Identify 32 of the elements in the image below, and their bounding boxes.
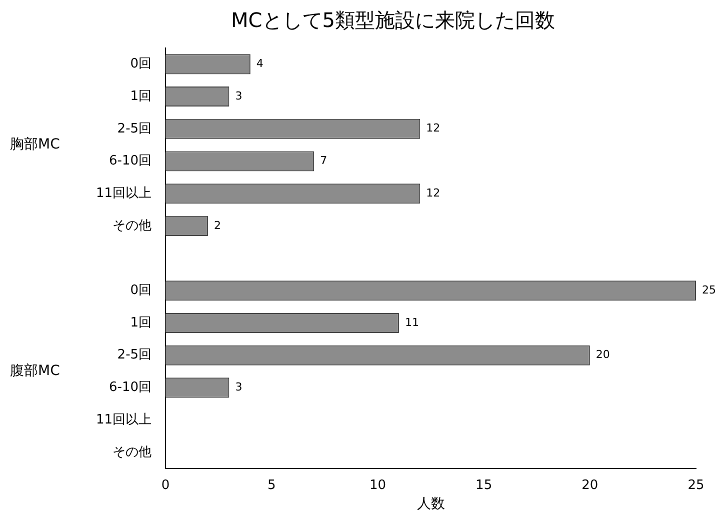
data-label: 3 [235, 89, 242, 102]
x-tick-label: 0 [161, 478, 170, 493]
data-label: 12 [426, 122, 440, 135]
y-tick-label: 1回 [130, 315, 152, 330]
y-tick-label: 2-5回 [117, 121, 152, 136]
x-axis-title: 人数 [416, 496, 445, 512]
chart-title: MCとして5類型施設に来院した回数 [231, 8, 555, 32]
y-tick-label: 11回以上 [96, 412, 152, 428]
data-label: 25 [702, 284, 716, 297]
text: 胸部MC [10, 136, 60, 153]
data-label: 11 [404, 316, 419, 329]
x-tick-label: 5 [267, 478, 276, 493]
y-tick-label: 1回 [130, 88, 152, 104]
y-tick-label: 0回 [130, 56, 152, 72]
y-tick-label: 2-5回 [117, 348, 152, 363]
y-tick-label: 6-10回 [109, 154, 152, 169]
y-tick-label: 11回以上 [96, 186, 152, 201]
x-tick-label: 20 [582, 478, 598, 493]
data-label: 3 [235, 380, 242, 394]
x-tick-label: 10 [369, 478, 386, 493]
data-label: 2 [214, 218, 221, 232]
x-tick-label: 25 [688, 478, 704, 493]
y-tick-label: その他 [112, 218, 152, 234]
y-tick-label: 0回 [130, 283, 152, 298]
data-label: 12 [426, 186, 440, 200]
data-label: 4 [256, 57, 264, 70]
data-label: 7 [320, 154, 328, 168]
y-tick-label: その他 [112, 444, 152, 460]
text: 腹部MC [10, 363, 60, 380]
y-tick-label: 6-10回 [109, 380, 152, 396]
data-label: 20 [596, 348, 610, 362]
x-tick-label: 15 [476, 478, 492, 493]
